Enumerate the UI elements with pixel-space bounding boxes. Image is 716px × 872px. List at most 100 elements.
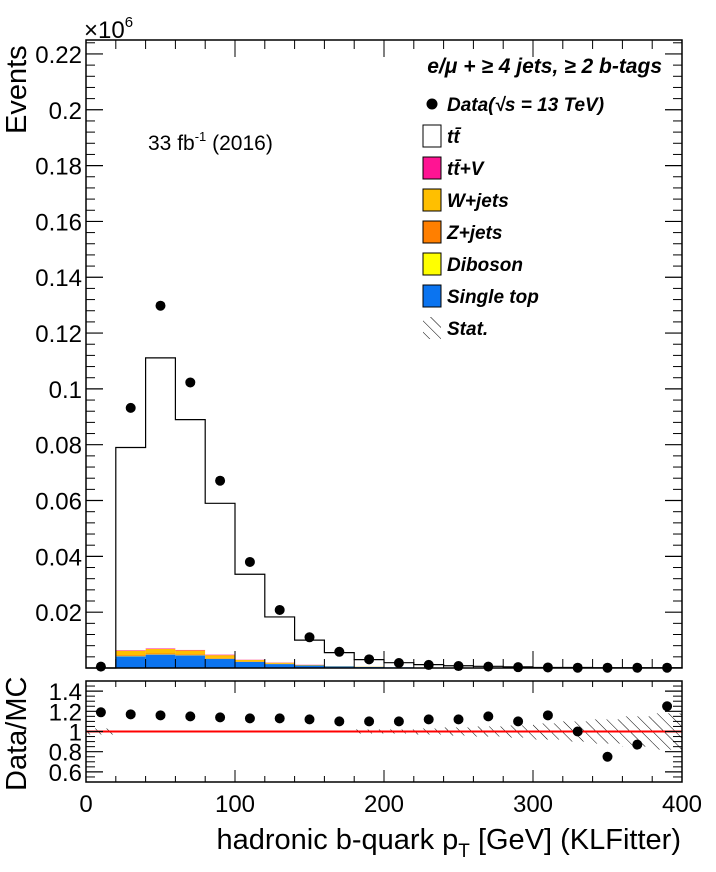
legend-label: Single top <box>447 287 539 308</box>
legend-item: Stat. <box>423 317 488 340</box>
legend-swatch <box>422 124 442 148</box>
y-tick-label: 0.06 <box>35 489 82 516</box>
legend-item: W+jets <box>422 188 509 212</box>
data-point <box>364 654 375 665</box>
x-tick-label: 0 <box>79 791 92 818</box>
legend-swatch <box>422 284 442 308</box>
x-title-main: hadronic b-quark p <box>216 824 458 856</box>
data-point <box>244 556 255 567</box>
bar-tt-v-1 <box>115 650 146 651</box>
legend-swatch <box>422 252 442 276</box>
ratio-point <box>155 710 166 721</box>
legend-label: W+jets <box>447 191 509 212</box>
x-axis-title: hadronic b-quark pT [GeV] (KLFitter) <box>216 824 681 862</box>
y-tick-label: 0.08 <box>35 433 82 460</box>
data-point <box>155 300 166 311</box>
bar-single-top-4 <box>205 658 235 668</box>
data-point <box>513 662 524 673</box>
legend-item: Single top <box>422 284 539 308</box>
luminosity-label: 33 fb-1 (2016) <box>148 129 273 155</box>
bar-single-top-7 <box>294 665 325 668</box>
legend: Data(√s = 13 TeV) tt̄ tt̄+V W+jets Z+jets Dib… <box>422 95 604 340</box>
y-tick-label: 0.02 <box>35 600 82 627</box>
ratio-y-tick-label: 1 <box>69 720 82 747</box>
bar-single-top-6 <box>264 664 295 668</box>
ratio-point <box>393 716 404 727</box>
bar-z-jets-2 <box>145 653 176 655</box>
stacked-histogram <box>115 357 682 668</box>
y-tick-label: 0.18 <box>35 154 82 181</box>
bar-tt-v-4 <box>205 654 235 656</box>
bar-single-top-5 <box>235 661 265 668</box>
y-tick-label: 0.2 <box>49 98 82 125</box>
y-exponent-power: 6 <box>125 14 133 31</box>
data-point <box>393 657 404 668</box>
bar-single-top-3 <box>175 655 206 668</box>
legend-item: Diboson <box>422 252 523 276</box>
legend-item: Data(√s = 13 TeV) <box>426 95 604 116</box>
ratio-y-ticks: 0.60.811.21.4 <box>49 679 682 787</box>
legend-label: Data(√s = 13 TeV) <box>447 95 604 116</box>
data-point <box>125 402 136 413</box>
data-point <box>483 661 494 672</box>
legend-item: tt̄+V <box>422 156 485 180</box>
bar-w-jets-2 <box>145 649 176 654</box>
ratio-point <box>602 751 613 762</box>
legend-marker <box>426 98 438 110</box>
ratio-y-tick-label: 0.6 <box>49 760 82 787</box>
lumi-rest: (2016) <box>206 132 273 155</box>
data-point <box>304 632 315 643</box>
y-axis-title: Events <box>1 45 33 134</box>
legend-swatch <box>423 317 441 339</box>
y-tick-label: 0.12 <box>35 321 82 348</box>
data-point <box>274 604 285 615</box>
bar-w-jets-7 <box>294 664 325 666</box>
y-tick-label: 0.14 <box>35 265 82 292</box>
legend-label: Stat. <box>447 319 488 340</box>
ratio-point <box>662 701 673 712</box>
bar-single-top-2 <box>145 654 176 668</box>
ratio-y-tick-label: 1.4 <box>49 679 82 706</box>
legend-swatch <box>422 156 442 180</box>
x-axis-ticks-top <box>85 40 683 668</box>
ratio-point <box>304 714 315 725</box>
legend-label: tt̄ <box>447 127 462 148</box>
y-tick-label: 0.1 <box>49 377 82 404</box>
ratio-point <box>513 716 524 727</box>
bar-single-top-8 <box>324 666 355 668</box>
ratio-point <box>185 711 196 722</box>
ratio-point <box>542 710 553 721</box>
legend-label: Z+jets <box>446 223 502 244</box>
bar-single-top-1 <box>115 656 146 668</box>
ratio-point <box>244 713 255 724</box>
data-point <box>95 661 106 672</box>
ratio-point <box>334 716 345 727</box>
ratio-point <box>215 712 226 723</box>
bar-tt-v-3 <box>175 649 206 651</box>
bar-w-jets-4 <box>205 655 235 658</box>
legend-label: Diboson <box>447 255 523 276</box>
ratio-point <box>364 716 375 727</box>
bar-tt-v-2 <box>145 648 176 650</box>
legend-item: tt̄ <box>422 124 462 148</box>
x-tick-label: 200 <box>364 791 404 818</box>
bar-tt--2 <box>145 357 176 649</box>
ratio-y-tick-label: 0.8 <box>49 740 82 767</box>
legend-item: Z+jets <box>422 220 502 244</box>
x-tick-label: 300 <box>513 791 553 818</box>
ratio-y-title: Data/MC <box>1 677 33 791</box>
legend-label: tt̄+V <box>447 159 485 180</box>
bar-tt--3 <box>175 419 206 650</box>
ratio-points <box>95 701 673 762</box>
x-tick-label: 100 <box>215 791 255 818</box>
bar-z-jets-1 <box>115 655 146 656</box>
bar-w-jets-1 <box>115 650 146 656</box>
bar-w-jets-6 <box>264 662 295 664</box>
x-title-sub: T <box>458 841 470 862</box>
bar-z-jets-4 <box>205 657 235 659</box>
ratio-point <box>572 726 583 737</box>
ratio-point <box>483 711 494 722</box>
ratio-point <box>274 713 285 724</box>
x-title-rest: [GeV] (KLFitter) <box>470 824 681 856</box>
bar-tt--7 <box>294 640 325 665</box>
